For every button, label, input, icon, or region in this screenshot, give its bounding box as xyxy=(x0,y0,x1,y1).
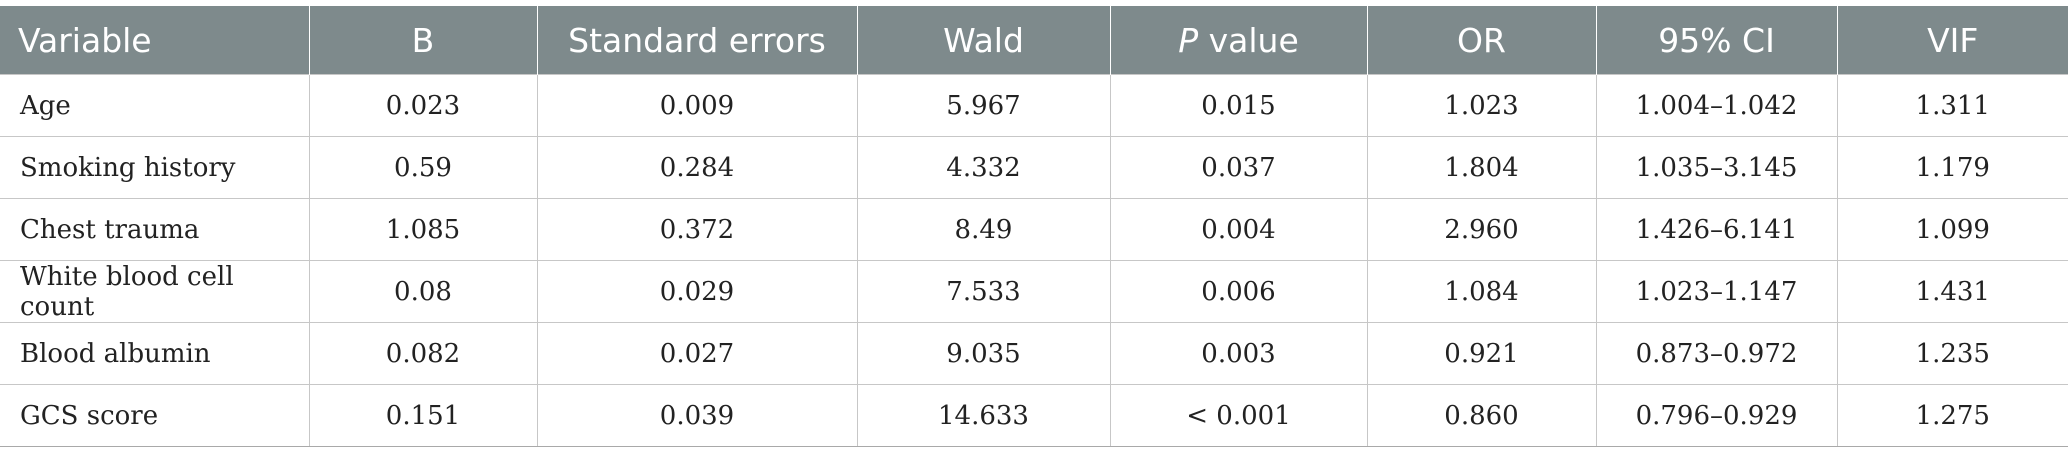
cell-wald: 8.49 xyxy=(856,198,1111,261)
cell-p-value: 0.004 xyxy=(1109,198,1368,261)
header-95-ci: 95% CI xyxy=(1595,6,1838,75)
cell-wald: 4.332 xyxy=(856,136,1111,199)
table-body: Age 0.023 0.009 5.967 0.015 1.023 1.004–1.042 1… xyxy=(0,74,2068,447)
cell-standard-errors: 0.029 xyxy=(536,260,858,323)
table-row: Age 0.023 0.009 5.967 0.015 1.023 1.004–1.042 1… xyxy=(0,74,2068,137)
cell-variable: Blood albumin xyxy=(0,322,310,385)
cell-95-ci: 1.426–6.141 xyxy=(1595,198,1838,261)
cell-95-ci: 0.873–0.972 xyxy=(1595,322,1838,385)
header-vif: VIF xyxy=(1836,6,2068,75)
cell-wald: 7.533 xyxy=(856,260,1111,323)
table-row: GCS score 0.151 0.039 14.633 < 0.001 0.860 0.7… xyxy=(0,384,2068,447)
cell-vif: 1.235 xyxy=(1836,322,2068,385)
header-wald: Wald xyxy=(856,6,1111,75)
cell-standard-errors: 0.009 xyxy=(536,74,858,137)
cell-vif: 1.431 xyxy=(1836,260,2068,323)
cell-or: 0.921 xyxy=(1366,322,1597,385)
header-row: Variable B Standard errors Wald P value … xyxy=(0,6,2068,75)
table-row: Smoking history 0.59 0.284 4.332 0.037 1.804 1… xyxy=(0,136,2068,199)
header-standard-errors: Standard errors xyxy=(536,6,858,75)
cell-p-value: < 0.001 xyxy=(1109,384,1368,447)
cell-standard-errors: 0.372 xyxy=(536,198,858,261)
cell-b: 0.082 xyxy=(308,322,538,385)
cell-95-ci: 1.023–1.147 xyxy=(1595,260,1838,323)
cell-standard-errors: 0.027 xyxy=(536,322,858,385)
cell-95-ci: 1.004–1.042 xyxy=(1595,74,1838,137)
cell-95-ci: 0.796–0.929 xyxy=(1595,384,1838,447)
cell-b: 0.59 xyxy=(308,136,538,199)
header-p-value: P value xyxy=(1109,6,1368,75)
header-variable: Variable xyxy=(0,6,310,75)
table-row: Chest trauma 1.085 0.372 8.49 0.004 2.960 1.42… xyxy=(0,198,2068,261)
header-b: B xyxy=(308,6,538,75)
cell-or: 1.804 xyxy=(1366,136,1597,199)
cell-95-ci: 1.035–3.145 xyxy=(1595,136,1838,199)
cell-p-value: 0.006 xyxy=(1109,260,1368,323)
cell-b: 0.151 xyxy=(308,384,538,447)
cell-or: 1.023 xyxy=(1366,74,1597,137)
cell-variable: Chest trauma xyxy=(0,198,310,261)
cell-wald: 9.035 xyxy=(856,322,1111,385)
cell-vif: 1.311 xyxy=(1836,74,2068,137)
cell-variable: White blood cell count xyxy=(0,260,310,323)
cell-p-value: 0.003 xyxy=(1109,322,1368,385)
cell-p-value: 0.037 xyxy=(1109,136,1368,199)
regression-table: Variable B Standard errors Wald P value … xyxy=(0,6,2068,447)
cell-p-value: 0.015 xyxy=(1109,74,1368,137)
cell-or: 1.084 xyxy=(1366,260,1597,323)
cell-standard-errors: 0.039 xyxy=(536,384,858,447)
cell-variable: GCS score xyxy=(0,384,310,447)
cell-b: 1.085 xyxy=(308,198,538,261)
cell-vif: 1.099 xyxy=(1836,198,2068,261)
header-or: OR xyxy=(1366,6,1597,75)
cell-or: 0.860 xyxy=(1366,384,1597,447)
cell-b: 0.08 xyxy=(308,260,538,323)
cell-variable: Smoking history xyxy=(0,136,310,199)
cell-wald: 5.967 xyxy=(856,74,1111,137)
table-container: Variable B Standard errors Wald P value … xyxy=(0,6,2068,447)
cell-wald: 14.633 xyxy=(856,384,1111,447)
cell-vif: 1.275 xyxy=(1836,384,2068,447)
table-row: Blood albumin 0.082 0.027 9.035 0.003 0.921 0.… xyxy=(0,322,2068,385)
table-row: White blood cell count 0.08 0.029 7.533 0.00… xyxy=(0,260,2068,323)
cell-b: 0.023 xyxy=(308,74,538,137)
cell-or: 2.960 xyxy=(1366,198,1597,261)
cell-standard-errors: 0.284 xyxy=(536,136,858,199)
cell-vif: 1.179 xyxy=(1836,136,2068,199)
p-italic-letter: P xyxy=(1178,20,1199,60)
cell-variable: Age xyxy=(0,74,310,137)
table-header: Variable B Standard errors Wald P value … xyxy=(0,6,2068,75)
